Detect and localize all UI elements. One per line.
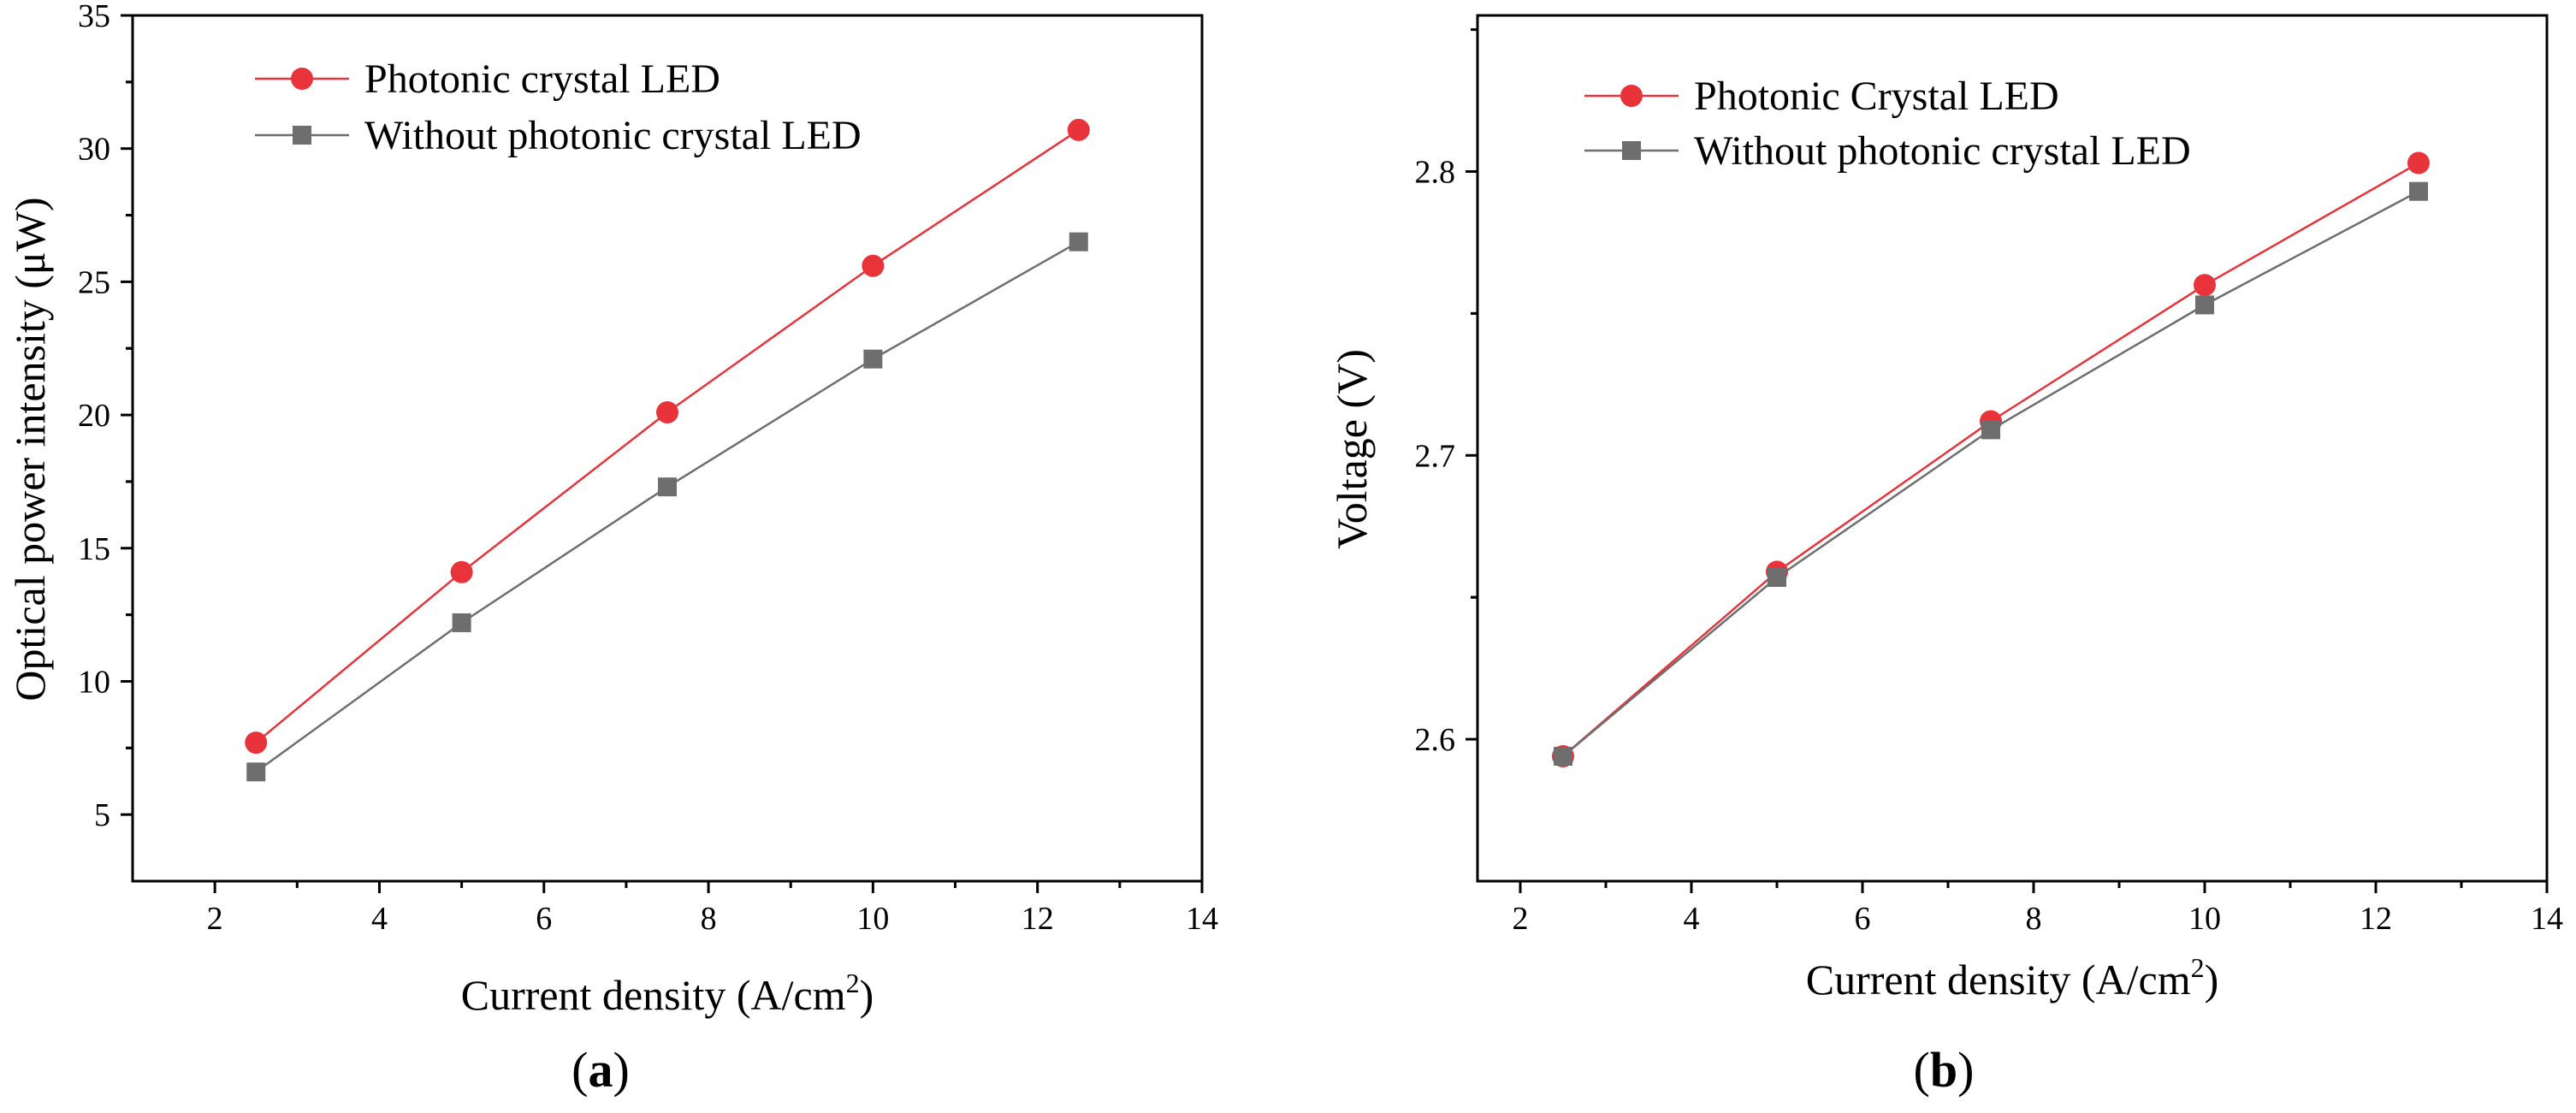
x-tick-label-a: 12 [1022,901,1054,937]
y-tick-label-b: 2.7 [1415,438,1456,474]
series-line-without-a [255,240,1080,773]
x-tick-label-b: 8 [2026,901,2042,937]
data-point-photonic-a [862,254,885,277]
y-tick-label-a: 15 [78,531,110,567]
legend-b: Photonic Crystal LED Without photonic cry… [1584,74,2191,174]
axes-b: 2 4 6 8 10 12 14 2.6 2.7 2.8 [1415,14,2563,937]
data-point-without-a [246,762,266,782]
legend-label-photonic-a: Photonic crystal LED [364,56,720,102]
series-b [1552,151,2430,768]
x-tick-label-b: 4 [1684,901,1700,937]
data-point-without-b [1554,747,1572,767]
series-a [245,118,1090,782]
x-tick-label-a: 2 [207,901,223,937]
legend-marker-without-a [293,126,311,145]
chart-panel-b: 2 4 6 8 10 12 14 2.6 2.7 2.8 Photonic Crystal LED… [1328,14,2563,1098]
series-line-photonic-b [1562,162,2419,757]
data-point-without-b [1981,420,2000,440]
data-point-without-b [2409,181,2428,201]
axes-a: 2 4 6 8 10 12 14 5 10 15 20 25 30 35 [78,0,1218,937]
data-point-without-a [1069,232,1088,252]
legend-marker-photonic-b [1620,85,1643,107]
y-tick-label-a: 30 [78,132,110,168]
x-tick-label-b: 2 [1513,901,1529,937]
y-tick-label-a: 5 [94,797,110,833]
legend-label-without-b: Without photonic crystal LED [1694,128,2191,174]
panel-label-a: (a) [571,1042,630,1098]
data-point-photonic-a [450,560,473,583]
x-tick-label-a: 4 [371,901,388,937]
series-line-photonic-a [255,128,1080,744]
data-point-without-b [2195,295,2214,315]
data-point-without-a [452,613,471,632]
x-tick-label-a: 14 [1186,901,1218,937]
data-point-photonic-b [2194,274,2216,297]
series-line-without-b [1562,190,2419,757]
y-tick-label-a: 20 [78,398,110,434]
x-tick-label-b: 12 [2360,901,2392,937]
y-axis-title-a: Optical power intensity (μW) [6,197,54,701]
data-point-without-a [863,349,883,369]
x-tick-label-b: 10 [2188,901,2221,937]
legend-label-without-a: Without photonic crystal LED [364,113,862,158]
plot-frame-a [131,14,1204,883]
legend-a: Photonic crystal LED Without photonic cry… [255,56,862,158]
x-tick-label-a: 10 [856,901,889,937]
data-point-photonic-b [2407,151,2430,175]
data-point-without-b [1768,567,1786,587]
y-tick-label-b: 2.8 [1415,154,1456,190]
panel-label-b: (b) [1914,1042,1975,1098]
x-tick-label-b: 6 [1855,901,1871,937]
x-tick-label-a: 6 [536,901,552,937]
chart-panel-a: 2 4 6 8 10 12 14 5 10 15 20 25 30 35 Photonic crystal… [6,0,1218,1098]
y-tick-label-a: 10 [78,664,110,700]
x-tick-label-a: 8 [701,901,717,937]
x-axis-title-a: Current density (A/cm2) [461,968,874,1019]
legend-label-photonic-b: Photonic Crystal LED [1694,74,2059,119]
legend-marker-without-b [1622,141,1641,160]
y-tick-label-b: 2.6 [1415,722,1456,758]
data-point-without-a [658,477,677,497]
x-tick-label-b: 14 [2531,901,2563,937]
y-tick-label-a: 25 [78,264,110,300]
data-point-photonic-a [245,731,268,755]
legend-marker-photonic-a [291,68,313,90]
plot-frame-b [1476,14,2549,883]
y-tick-label-a: 35 [78,0,110,34]
x-axis-title-b: Current density (A/cm2) [1806,952,2219,1003]
data-point-photonic-a [1067,118,1090,141]
y-axis-title-b: Voltage (V) [1328,349,1376,549]
data-point-photonic-a [656,400,678,423]
